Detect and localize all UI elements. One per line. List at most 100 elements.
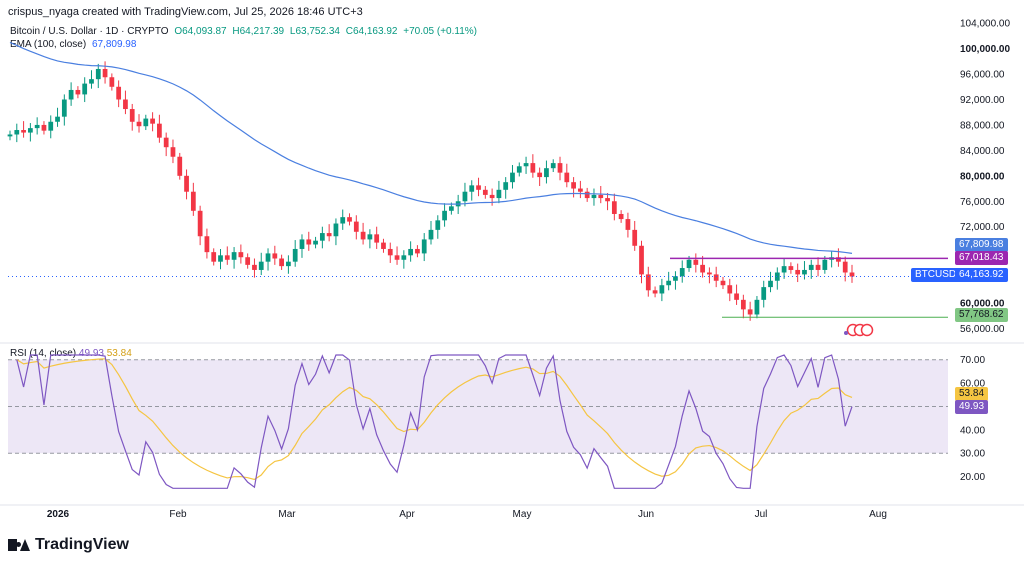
symbol-tag: BTCUSD (911, 268, 961, 282)
rsi-ma-tag: 53.84 (955, 387, 989, 401)
candle-body (95, 68, 101, 80)
candle-body (41, 124, 47, 131)
ohlc-low: L63,752.34 (289, 26, 340, 37)
candle-body (510, 172, 515, 183)
candle-body (652, 290, 658, 294)
candle-body (116, 86, 122, 100)
date-axis-label: 2026 (47, 509, 70, 520)
candle-body (802, 269, 807, 275)
candle-body (340, 217, 346, 224)
date-axis-label: Feb (169, 509, 187, 520)
candle-body (211, 252, 217, 262)
candle-body (150, 118, 155, 124)
ema-price-tag: 67,809.98 (955, 238, 1008, 252)
date-axis-label: Jul (755, 509, 768, 520)
candle-body (367, 234, 373, 240)
candle-body (578, 188, 583, 192)
candle-body (286, 261, 291, 267)
rsi-ma-legend-value: 53.84 (106, 348, 132, 359)
candle-body (306, 239, 312, 245)
candle-body (197, 210, 203, 237)
candle-body (591, 194, 597, 199)
candle-body (557, 163, 563, 173)
price-axis-label: 88,000.00 (960, 120, 1005, 131)
candle-body (673, 276, 678, 281)
ema-line (9, 41, 853, 254)
candle-body (394, 255, 400, 260)
candle-body (584, 191, 590, 199)
candle-body (82, 83, 88, 95)
candle-body (734, 293, 739, 300)
us-flag-event-icon (860, 323, 874, 337)
candle-body (252, 264, 257, 270)
price-axis-label: 100,000.00 (960, 44, 1010, 55)
rsi-pane (8, 354, 948, 489)
candle-body (204, 236, 210, 253)
price-axis-label: 96,000.00 (960, 70, 1005, 81)
candle-body (462, 191, 468, 202)
candle-body (333, 223, 339, 237)
candle-body (768, 280, 773, 288)
rsi-axis-label: 30.00 (960, 449, 985, 460)
candle-body (645, 274, 651, 291)
candle-body (639, 245, 644, 275)
candle-body (530, 163, 536, 173)
candle-body (265, 253, 271, 262)
candle-body (55, 116, 60, 122)
candle-body (381, 242, 386, 249)
candle-body (700, 264, 705, 273)
candle-body (428, 229, 434, 240)
date-axis-label: Jun (638, 509, 654, 520)
candle-body (7, 134, 13, 137)
tradingview-logo-icon (8, 539, 30, 551)
price-axis-label: 84,000.00 (960, 146, 1005, 157)
price-pane (7, 41, 948, 337)
ohlc-high: H64,217.39 (232, 26, 285, 37)
candle-body (707, 272, 712, 275)
candle-body (442, 210, 447, 221)
candle-body (313, 240, 318, 245)
date-axis-label: Aug (869, 509, 887, 520)
rsi-axis-label: 40.00 (960, 425, 985, 436)
candle-body (781, 266, 787, 273)
candle-body (102, 68, 108, 78)
candle-body (299, 239, 305, 249)
candle-body (387, 248, 393, 256)
candle-body (109, 77, 115, 87)
candle-body (822, 259, 828, 270)
candle-body (184, 175, 189, 192)
support-price-tag: 57,768.62 (955, 308, 1008, 322)
candle-body (469, 185, 475, 192)
candle-body (754, 299, 760, 315)
candle-body (605, 198, 610, 202)
candle-body (503, 182, 509, 190)
rsi-legend: RSI (14, close) 49.93 53.84 (10, 348, 132, 359)
candle-body (774, 272, 780, 281)
candle-body (129, 109, 135, 122)
tradingview-logo[interactable]: TradingView (8, 536, 129, 554)
rsi-line (16, 354, 853, 489)
candle-body (550, 163, 556, 169)
ema-label: EMA (100, close) (10, 39, 87, 50)
symbol-label: Bitcoin / U.S. Dollar · 1D · CRYPTO (10, 26, 169, 37)
candle-body (815, 264, 821, 270)
candle-body (218, 255, 223, 262)
date-axis-label: Mar (278, 509, 296, 520)
candle-body (272, 253, 278, 259)
candle-body (537, 172, 543, 178)
ema-legend: EMA (100, close) 67,809.98 (10, 39, 139, 50)
candle-body (571, 182, 576, 189)
candle-body (740, 299, 746, 310)
candle-body (170, 147, 176, 157)
candle-body (564, 172, 570, 183)
rsi-legend-label: RSI (14, close) (10, 348, 77, 359)
candle-body (523, 163, 529, 167)
candle-body (258, 261, 264, 270)
candle-body (795, 269, 801, 275)
price-axis-label: 60,000.00 (960, 299, 1005, 310)
candle-body (421, 239, 427, 254)
candle-body (747, 309, 753, 315)
price-axis-label: 76,000.00 (960, 197, 1005, 208)
candle-body (408, 248, 414, 256)
